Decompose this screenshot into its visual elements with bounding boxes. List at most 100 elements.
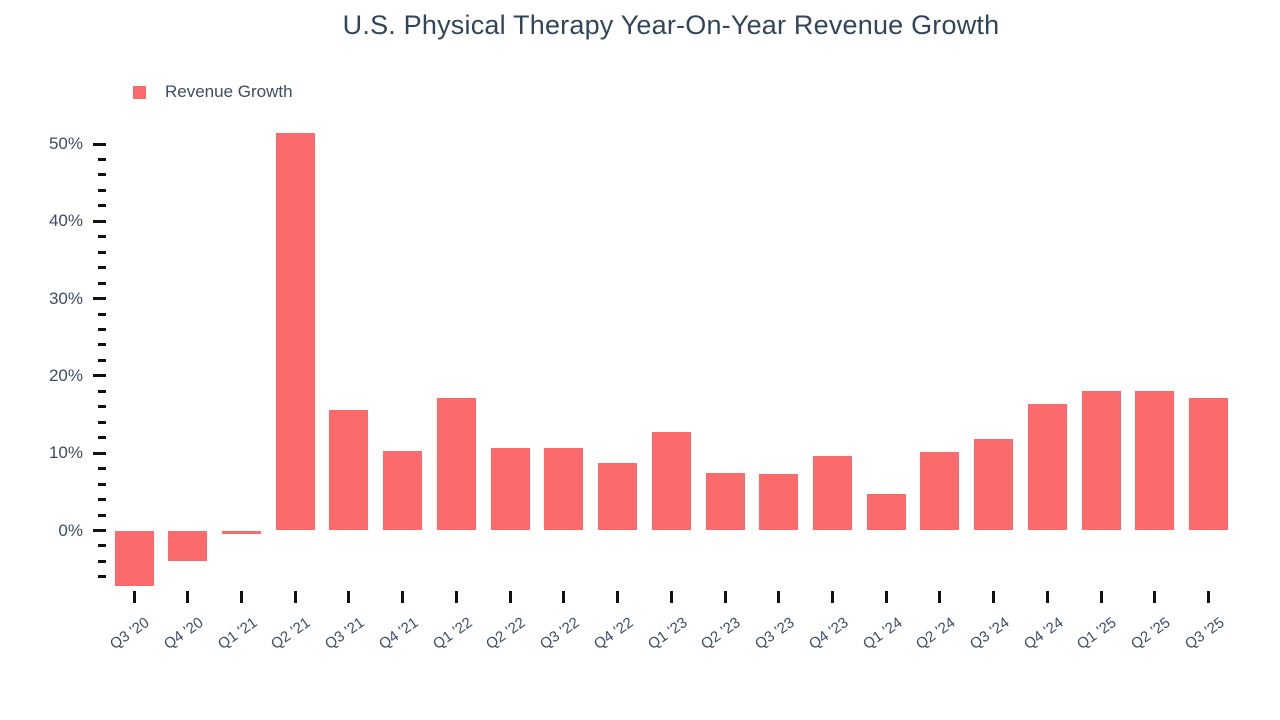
x-axis-tick [830,591,834,603]
y-axis-minor-tick [98,250,106,254]
bar[interactable] [383,450,423,531]
bar[interactable] [114,530,154,587]
bar[interactable] [329,409,369,531]
y-axis-minor-tick [98,204,106,208]
bar[interactable] [759,474,799,531]
x-axis-tick-label: Q3 '21 [322,614,368,654]
y-axis-minor-tick [98,235,106,239]
y-axis-minor-tick [98,498,106,502]
y-axis-major-tick [93,297,106,301]
y-axis-minor-tick [98,513,106,517]
legend-label: Revenue Growth [165,82,293,101]
y-axis-minor-tick [98,405,106,409]
y-axis-tick-label: 40% [48,211,83,231]
x-axis-tick-label: Q3 '22 [537,614,583,654]
x-axis-tick [938,591,942,603]
legend-swatch-icon [133,85,146,99]
y-axis-minor-tick [98,544,106,548]
x-axis-tick [669,591,673,603]
y-axis-minor-tick [98,436,106,440]
bar[interactable] [974,438,1014,531]
x-axis-tick [884,591,888,603]
bar[interactable] [1081,391,1121,531]
y-axis-minor-tick [98,266,106,270]
y-axis-minor-tick [98,559,106,563]
x-axis-tick [454,591,458,603]
x-axis-tick-label: Q4 '21 [375,614,422,654]
x-axis-tick-label: Q1 '23 [644,614,691,654]
x-axis-tick-label: Q3 '23 [751,614,798,654]
y-axis-minor-tick [98,420,106,424]
y-axis-tick-label: 30% [48,288,83,308]
x-axis-tick [723,591,727,603]
y-axis-minor-tick [98,328,106,332]
x-axis-tick-label: Q1 '21 [214,614,261,654]
x-axis-tick [132,591,136,603]
x-axis-tick [508,591,512,603]
y-axis-tick-label: 50% [48,134,83,153]
x-axis-tick [1207,591,1211,603]
bar[interactable] [436,398,476,531]
x-axis-tick [562,591,566,603]
x-axis-tick-label: Q3 '24 [966,614,1013,654]
x-axis-tick-label: Q2 '25 [1128,614,1174,654]
x-axis-tick-label: Q4 '22 [590,614,637,654]
x-axis-tick-label: Q3 '20 [107,614,153,654]
y-axis-minor-tick [98,281,106,285]
y-axis-minor-tick [98,358,106,362]
x-axis-tick [1153,591,1157,603]
bar[interactable] [1189,397,1229,531]
y-axis-minor-tick [98,157,106,161]
x-axis-tick [616,591,620,603]
y-axis-minor-tick [98,575,106,579]
x-axis-tick-label: Q3 '25 [1181,614,1228,654]
bar[interactable] [812,456,852,531]
y-axis-tick-label: 10% [48,443,83,463]
y-axis-major-tick [93,219,106,223]
y-axis-minor-tick [98,173,106,177]
x-axis-tick-label: Q4 '20 [160,614,207,654]
x-axis-tick [401,591,405,603]
x-axis-tick-label: Q2 '22 [483,614,529,654]
x-axis-tick [239,591,243,603]
y-axis-minor-tick [98,188,106,192]
y-axis-tick-label: 0% [58,520,83,540]
bar[interactable] [490,447,530,531]
bar[interactable] [866,494,906,531]
bar[interactable] [275,133,315,531]
x-axis-tick-label: Q4 '24 [1020,614,1067,654]
y-axis-minor-tick [98,343,106,347]
y-axis-minor-tick [98,482,106,486]
bar[interactable] [1135,391,1175,531]
bar[interactable] [544,447,584,531]
y-axis-minor-tick [98,389,106,393]
x-axis-tick-label: Q2 '21 [268,614,314,654]
x-axis-tick-label: Q4 '23 [805,614,852,654]
x-axis-tick [1099,591,1103,603]
x-axis-tick [347,591,351,603]
x-axis-tick [992,591,996,603]
bar[interactable] [705,472,745,531]
x-axis-tick [1045,591,1049,603]
x-axis-tick-label: Q2 '24 [913,614,959,654]
bar[interactable] [221,530,261,535]
bar[interactable] [168,530,208,562]
legend-item-revenue-growth[interactable]: Revenue Growth [133,82,293,102]
y-axis-minor-tick [98,467,106,471]
x-axis-tick [293,591,297,603]
x-axis-tick-label: Q1 '22 [429,614,476,654]
bar[interactable] [598,463,638,531]
y-axis-tick-label: 20% [48,365,83,385]
y-axis-minor-tick [98,312,106,316]
y-axis-major-tick [93,374,106,378]
x-axis-tick-label: Q1 '25 [1074,614,1120,654]
bar[interactable] [920,451,960,531]
x-axis-tick [777,591,781,603]
chart-title: U.S. Physical Therapy Year-On-Year Reven… [342,10,1000,40]
x-axis-tick-label: Q2 '23 [698,614,744,654]
bar[interactable] [1027,403,1067,531]
y-axis-major-tick [93,451,106,455]
bar[interactable] [651,432,691,531]
x-axis-tick-label: Q1 '24 [859,614,905,654]
